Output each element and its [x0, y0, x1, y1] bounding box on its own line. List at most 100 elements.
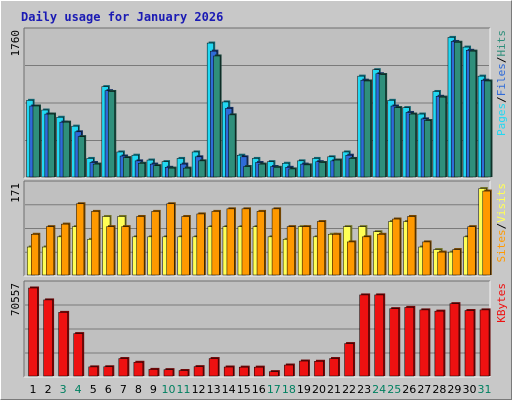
- bar-sites-day-28: [437, 251, 446, 276]
- bar-pages-day-10: [168, 167, 176, 178]
- bar-kbytes-day-22: [344, 343, 354, 377]
- bar-sites-day-24: [377, 234, 386, 276]
- bar-kbytes-day-1: [28, 287, 38, 377]
- x-tick-label: 11: [177, 383, 191, 396]
- x-tick-label: 17: [267, 383, 281, 396]
- y-max-label: 70557: [9, 283, 22, 316]
- bar-kbytes-day-25: [389, 308, 399, 377]
- bar-sites-day-31: [482, 190, 491, 276]
- bar-pages-day-22: [348, 158, 356, 178]
- bar-sites-day-2: [46, 226, 55, 276]
- bar-pages-day-13: [213, 55, 221, 178]
- x-axis-ticks: 1 2 3 4 5 6 7 8 9 10 11 12 13 14 15 16 17 18 19 20 21 22 23 24 2…: [30, 383, 492, 396]
- chart-panels: 1760Pages/Files/Hits171Sites/Visits70557…: [9, 27, 508, 378]
- x-tick-label: 5: [90, 383, 97, 396]
- legend-entry: Pages: [495, 103, 508, 136]
- bar-kbytes-day-16: [254, 366, 264, 377]
- y-max-label: 171: [9, 183, 22, 203]
- bar-kbytes-day-15: [238, 366, 249, 377]
- bar-kbytes-day-6: [103, 366, 114, 377]
- bar-kbytes-day-27: [419, 309, 430, 377]
- x-tick-label: 3: [60, 383, 67, 396]
- bar-pages-day-1: [32, 105, 40, 178]
- bar-kbytes-day-30: [464, 310, 475, 377]
- bar-sites-day-17: [271, 208, 280, 276]
- bar-pages-day-7: [123, 157, 131, 178]
- bar-kbytes-day-21: [329, 358, 339, 377]
- bar-sites-day-21: [332, 234, 341, 276]
- bar-kbytes-day-14: [223, 366, 234, 377]
- bar-kbytes-day-8: [133, 362, 144, 377]
- bar-sites-day-29: [452, 249, 461, 276]
- bar-pages-day-28: [439, 96, 447, 178]
- bar-pages-day-24: [378, 74, 386, 178]
- bar-sites-day-14: [226, 208, 235, 276]
- bar-kbytes-day-19: [299, 360, 309, 377]
- bar-pages-day-21: [333, 159, 341, 178]
- x-tick-label: 13: [207, 383, 221, 396]
- x-tick-label: 24: [372, 383, 386, 396]
- bar-pages-day-30: [469, 50, 477, 178]
- bar-sites-day-9: [151, 211, 160, 276]
- bar-kbytes-day-13: [208, 358, 219, 377]
- x-tick-label: 8: [135, 383, 142, 396]
- bar-pages-day-23: [363, 80, 371, 178]
- panel-sites-visits: 171 Sites/Visits: [9, 180, 508, 277]
- bar-sites-day-26: [407, 216, 416, 276]
- bar-sites-day-18: [286, 226, 295, 276]
- bar-kbytes-day-28: [434, 310, 445, 377]
- bar-kbytes-day-12: [193, 366, 204, 377]
- bar-sites-day-10: [166, 203, 175, 276]
- bar-pages-day-18: [288, 168, 296, 178]
- bar-sites-day-7: [121, 226, 130, 276]
- bar-kbytes-day-24: [374, 294, 384, 377]
- legend-entry: /: [495, 96, 508, 103]
- bar-sites-day-5: [91, 211, 100, 276]
- bar-pages-day-9: [153, 165, 161, 178]
- x-tick-label: 26: [402, 383, 416, 396]
- bar-sites-day-6: [106, 226, 115, 276]
- bar-kbytes-day-18: [284, 364, 294, 377]
- legend-entry: /: [495, 57, 508, 64]
- bar-pages-day-5: [92, 163, 100, 178]
- y-max-label: 1760: [9, 30, 22, 57]
- bar-pages-day-8: [138, 163, 146, 178]
- bar-sites-day-12: [196, 213, 205, 276]
- bar-sites-day-27: [422, 241, 431, 276]
- x-tick-label: 7: [120, 383, 127, 396]
- legend-entry: Visits: [495, 183, 508, 223]
- x-tick-label: 20: [312, 383, 326, 396]
- x-tick-label: 10: [161, 383, 175, 396]
- bar-sites-day-8: [136, 216, 145, 276]
- bar-kbytes-day-4: [73, 333, 83, 377]
- legend-entry: KBytes: [495, 283, 508, 323]
- legend: Sites/Visits: [495, 183, 508, 263]
- bar-sites-day-13: [211, 211, 220, 276]
- x-tick-label: 25: [387, 383, 401, 396]
- bar-kbytes-day-20: [314, 361, 324, 377]
- x-tick-label: 6: [105, 383, 112, 396]
- bar-pages-day-27: [424, 120, 432, 178]
- legend-entry: /: [495, 223, 508, 230]
- bar-pages-day-14: [228, 114, 236, 178]
- x-tick-label: 30: [462, 383, 476, 396]
- bar-sites-day-16: [256, 211, 265, 276]
- bar-pages-day-31: [484, 80, 492, 178]
- bar-sites-day-25: [392, 218, 401, 276]
- bar-kbytes-day-26: [404, 307, 415, 377]
- x-tick-label: 16: [252, 383, 266, 396]
- bar-pages-day-2: [47, 113, 55, 178]
- bar-pages-day-25: [393, 107, 401, 178]
- bar-pages-day-3: [62, 121, 70, 178]
- x-tick-label: 9: [150, 383, 157, 396]
- bar-kbytes-day-23: [359, 294, 369, 377]
- bar-sites-day-30: [467, 226, 476, 276]
- bar-pages-day-11: [183, 167, 191, 178]
- bar-sites-day-22: [347, 241, 356, 276]
- bar-kbytes-day-31: [479, 309, 490, 377]
- bar-kbytes-day-5: [88, 366, 98, 377]
- x-tick-label: 22: [342, 383, 356, 396]
